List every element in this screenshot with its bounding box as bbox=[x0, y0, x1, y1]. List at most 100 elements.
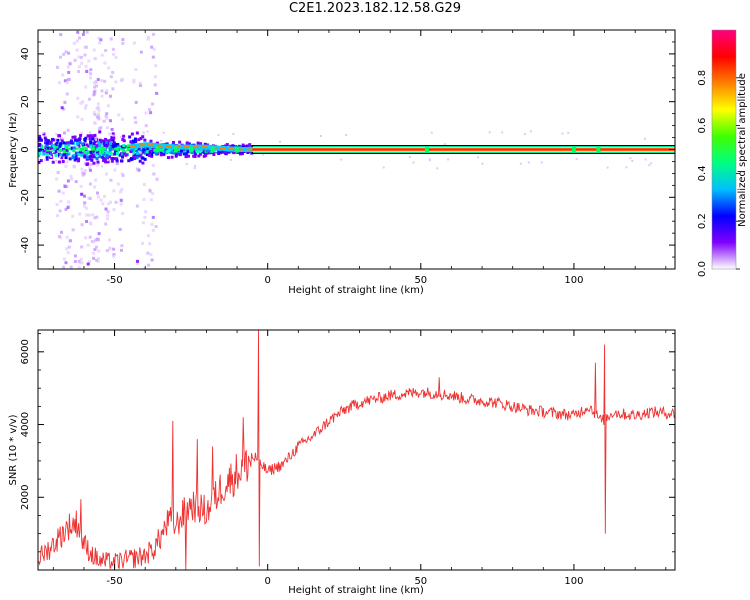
spectrogram-blob-point bbox=[61, 147, 65, 151]
spectrogram-blob-point bbox=[159, 153, 163, 157]
spectrogram-speck bbox=[193, 167, 196, 170]
spectrogram-noise-point bbox=[138, 83, 142, 87]
spectrogram-blob-point bbox=[101, 150, 105, 154]
spectrogram-speck bbox=[430, 131, 433, 134]
spectrogram-speck bbox=[138, 151, 141, 154]
spectrogram-noise-point bbox=[144, 124, 148, 128]
spectrogram-xlabel: Height of straight line (km) bbox=[288, 285, 424, 296]
spectrogram-noise-point bbox=[146, 234, 150, 238]
spectrogram-noise-point bbox=[111, 70, 115, 74]
spectrogram-blob-point bbox=[150, 151, 154, 155]
spectrogram-noise-point bbox=[88, 166, 92, 170]
spectrogram-blob-point bbox=[172, 151, 176, 155]
spectrogram-noise-point bbox=[149, 253, 153, 257]
spectrogram-blob-point bbox=[217, 151, 221, 155]
snr-xtick-label: 100 bbox=[564, 576, 583, 587]
spectrogram-noise-point bbox=[105, 89, 109, 93]
spectrogram-noise-point bbox=[88, 168, 92, 172]
ridge-marker bbox=[424, 146, 429, 153]
spectrogram-noise-point bbox=[108, 132, 112, 136]
spectrogram-blob-point bbox=[79, 133, 83, 137]
spectrogram-blob-point bbox=[162, 152, 166, 156]
spectrogram-noise-point bbox=[89, 222, 93, 226]
spectrogram-noise-point bbox=[114, 200, 118, 204]
colorbar-tick-label: 0.0 bbox=[697, 261, 708, 277]
spectrogram-noise-point bbox=[93, 85, 97, 89]
spectrogram-blob-point bbox=[248, 143, 252, 147]
spectrogram-blob-point bbox=[91, 135, 95, 139]
spectrogram-noise-point bbox=[105, 172, 109, 176]
spectrogram-blob-point bbox=[74, 156, 78, 160]
spectrogram-ytick-label: 40 bbox=[20, 48, 31, 61]
spectrogram-speck bbox=[111, 134, 114, 137]
spectrogram-blob-point bbox=[186, 149, 190, 153]
spectrogram-noise-point bbox=[66, 179, 70, 183]
spectrogram-blob-point bbox=[115, 147, 119, 151]
spectrogram-noise-point bbox=[96, 238, 100, 242]
spectrogram-noise-point bbox=[109, 200, 113, 204]
spectrogram-noise-point bbox=[79, 101, 83, 105]
spectrogram-noise-point bbox=[94, 245, 98, 249]
spectrogram-speck bbox=[519, 162, 522, 165]
spectrogram-blob-point bbox=[73, 135, 77, 139]
spectrogram-noise-point bbox=[65, 185, 69, 189]
spectrogram-speck bbox=[644, 158, 647, 161]
spectrogram-blob-point bbox=[159, 151, 163, 155]
spectrogram-noise-point bbox=[60, 106, 64, 110]
spectrogram-blob-point bbox=[43, 141, 47, 145]
spectrogram-blob-point bbox=[42, 152, 46, 156]
spectrogram-noise-point bbox=[92, 90, 96, 94]
spectrogram-blob-point bbox=[48, 151, 52, 155]
spectrogram-noise-point bbox=[116, 155, 120, 159]
spectrogram-blob-point bbox=[178, 153, 182, 157]
spectrogram-blob-point bbox=[38, 151, 42, 155]
spectrogram-speck bbox=[119, 135, 122, 138]
spectrogram-noise-point bbox=[73, 260, 77, 264]
spectrogram-noise-point bbox=[111, 87, 115, 91]
spectrogram-blob-point bbox=[92, 142, 96, 146]
spectrogram-speck bbox=[443, 143, 446, 146]
spectrogram-blob-point bbox=[143, 157, 147, 161]
spectrogram-noise-point bbox=[112, 254, 116, 258]
spectrogram-noise-point bbox=[80, 261, 84, 265]
spectrogram-noise-point bbox=[81, 32, 85, 36]
spectrogram-noise-point bbox=[94, 178, 98, 182]
spectrogram-blob-point bbox=[149, 139, 153, 143]
spectrogram-blob-point bbox=[40, 146, 44, 150]
spectrogram-noise-point bbox=[87, 213, 91, 217]
spectrogram-noise-point bbox=[84, 106, 88, 110]
spectrogram-speck bbox=[540, 161, 543, 164]
spectrogram-blob-point bbox=[223, 150, 227, 154]
spectrogram-noise-point bbox=[109, 37, 113, 41]
spectrogram-blob-point bbox=[130, 148, 134, 152]
spectrogram-blob-point bbox=[83, 137, 87, 141]
spectrogram-blob-point bbox=[51, 137, 55, 141]
spectrogram-blob-point bbox=[193, 154, 197, 158]
spectrogram-blob-point bbox=[58, 144, 62, 148]
spectrogram-blob-point bbox=[45, 157, 49, 161]
spectrogram-blob-point bbox=[77, 153, 81, 157]
spectrogram-noise-point bbox=[93, 247, 97, 251]
spectrogram-noise-point bbox=[97, 108, 101, 112]
spectrogram-blob-point bbox=[75, 146, 79, 150]
spectrogram-noise-point bbox=[146, 251, 150, 255]
spectrogram-blob-point bbox=[44, 138, 48, 142]
spectrogram-blob-point bbox=[67, 147, 71, 151]
spectrogram-blob-point bbox=[174, 154, 178, 158]
spectrogram-blob-point bbox=[122, 139, 126, 143]
spectrogram-noise-point bbox=[75, 48, 79, 52]
spectrogram-blob-point bbox=[102, 152, 106, 156]
spectrogram-noise-point bbox=[83, 169, 87, 173]
spectrogram-blob-point bbox=[105, 140, 109, 144]
spectrogram-blob-point bbox=[110, 135, 114, 139]
spectrogram-speck bbox=[229, 158, 232, 161]
spectrogram-speck bbox=[55, 133, 58, 136]
snr-xtick-label: 0 bbox=[265, 576, 271, 587]
spectrogram-noise-point bbox=[118, 190, 122, 194]
spectrogram-blob-point bbox=[115, 152, 119, 156]
spectrogram-blob-point bbox=[70, 141, 74, 145]
spectrogram-blob-point bbox=[88, 155, 92, 159]
spectrogram-blob-point bbox=[122, 152, 126, 156]
spectrogram-ytick-label: -20 bbox=[20, 189, 31, 205]
spectrogram-blob-point bbox=[130, 132, 134, 136]
